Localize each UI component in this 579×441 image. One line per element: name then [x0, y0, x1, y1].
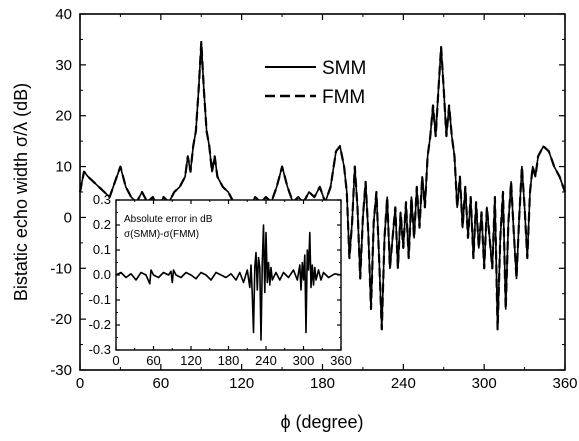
inset-x-tick-label: 0 [112, 353, 119, 368]
main-plot-area: 0 60 120 180 240 300 360 -30 -20 -10 0 10 20 30 40 [50, 6, 577, 392]
inset-y-tick-label: 0.2 [93, 217, 111, 232]
inset-x-tick-label: 300 [293, 353, 315, 368]
legend-label-fmm: FMM [322, 87, 365, 108]
inset-x-tick-label: 360 [330, 353, 352, 368]
inset-annotation-line-2: σ(SMM)-σ(FMM) [124, 229, 199, 240]
inset-x-tick-label: 240 [255, 353, 277, 368]
inset-series-group [115, 224, 342, 341]
y-axis-title: Bistatic echo width σ/λ (dB) [11, 83, 31, 301]
inset-y-tick-label: -0.1 [89, 292, 111, 307]
main-x-tick-label: 300 [472, 375, 497, 392]
inset-plot-area: 0 60 120 180 240 300 360 -0.3 -0.2 -0.1 0.0 0.1 0.2 0… [89, 192, 352, 368]
main-tick-group: 0 60 120 180 240 300 360 -30 -20 -10 0 10 20 30 40 [50, 6, 577, 392]
main-series-1 [78, 40, 567, 331]
inset-y-tick-label: -0.3 [89, 342, 111, 357]
inset-y-tick-label: 0.3 [93, 192, 111, 207]
inset-y-tick-label: 0.0 [93, 267, 111, 282]
main-series-group [78, 40, 567, 331]
main-x-tick-label: 60 [152, 375, 169, 392]
main-y-tick-label: -30 [50, 362, 72, 379]
main-x-tick-label: 360 [552, 375, 577, 392]
main-x-tick-label: 240 [391, 375, 416, 392]
legend-label-smm: SMM [322, 58, 366, 79]
main-y-tick-label: 10 [55, 159, 72, 176]
inset-x-tick-label: 120 [180, 353, 202, 368]
inset-annotation-line-1: Absolute error in dB [124, 214, 213, 225]
inset-y-tick-label: -0.2 [89, 317, 111, 332]
inset-y-tick-label: 0.1 [93, 242, 111, 257]
inset-series-0 [115, 224, 342, 341]
main-y-tick-label: 20 [55, 108, 72, 125]
main-y-tick-label: 30 [55, 57, 72, 74]
inset-x-tick-label: 180 [218, 353, 240, 368]
main-y-tick-label: 0 [64, 209, 72, 226]
main-x-tick-label: 120 [229, 375, 254, 392]
inset-tick-group: 0 60 120 180 240 300 360 -0.3 -0.2 -0.1 0.0 0.1 0.2 0… [89, 192, 352, 368]
main-x-tick-label: 0 [76, 375, 84, 392]
main-x-tick-label: 180 [310, 375, 335, 392]
x-axis-title: ϕ (degree) [280, 412, 363, 432]
main-y-tick-label: -10 [50, 260, 72, 277]
legend: SMM FMM [265, 58, 366, 108]
main-y-tick-label: -20 [50, 311, 72, 328]
main-y-tick-label: 40 [55, 6, 72, 23]
inset-x-tick-label: 60 [146, 353, 160, 368]
